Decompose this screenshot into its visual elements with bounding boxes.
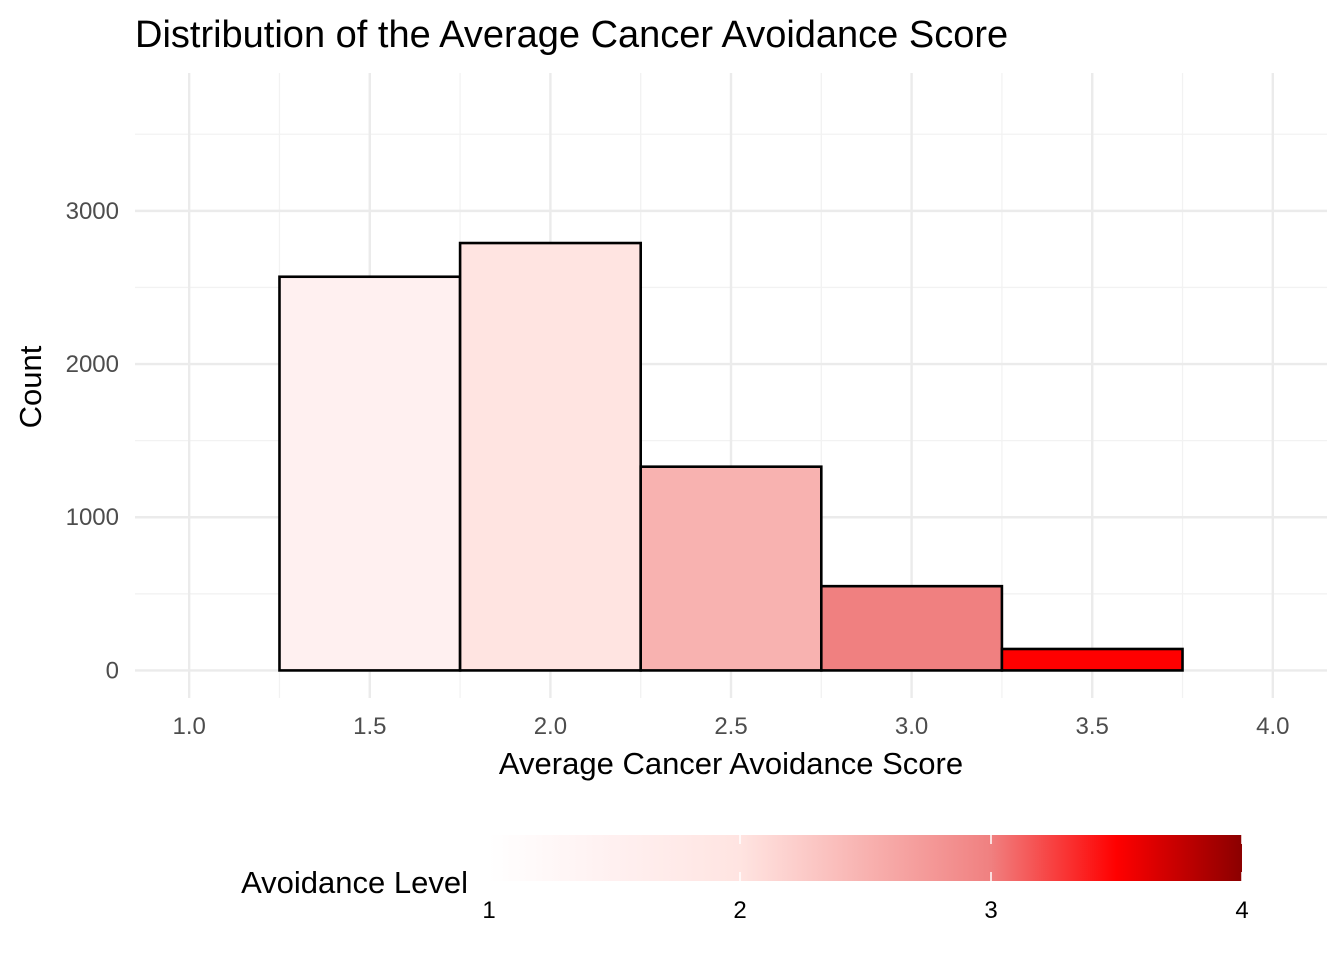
x-axis-ticks: 1.0 1.5 2.0 2.5 3.0 3.5 4.0 <box>172 713 1289 740</box>
legend-tick-label: 2 <box>733 897 746 924</box>
legend-tick-label: 1 <box>482 897 495 924</box>
y-tick-label: 1000 <box>66 504 119 531</box>
x-tick-label: 1.5 <box>353 713 386 740</box>
histogram-bar-3 <box>639 465 823 672</box>
legend-title: Avoidance Level <box>241 865 468 900</box>
histogram-bar-1 <box>278 275 462 672</box>
x-tick-label: 2.0 <box>534 713 567 740</box>
y-tick-label: 0 <box>106 657 119 684</box>
legend-tick-label: 3 <box>984 897 997 924</box>
legend-tick-label: 4 <box>1235 897 1248 924</box>
histogram-bar-2 <box>458 241 642 672</box>
color-legend: Avoidance Level 1 2 3 4 <box>241 835 1249 924</box>
y-tick-label: 2000 <box>66 351 119 378</box>
histogram-bar-5 <box>1000 647 1184 672</box>
chart-title: Distribution of the Average Cancer Avoid… <box>135 14 1008 56</box>
y-tick-label: 3000 <box>66 198 119 225</box>
histogram-bar-4 <box>820 584 1004 672</box>
y-axis-title: Count <box>13 345 48 428</box>
x-tick-label: 3.0 <box>895 713 928 740</box>
histogram-bars <box>278 241 1184 672</box>
x-tick-label: 3.5 <box>1076 713 1109 740</box>
x-tick-label: 4.0 <box>1256 713 1289 740</box>
legend-colorbar <box>489 835 1242 881</box>
y-axis-ticks: 0 1000 2000 3000 <box>66 198 119 685</box>
x-tick-label: 2.5 <box>714 713 747 740</box>
x-tick-label: 1.0 <box>172 713 205 740</box>
x-axis-title: Average Cancer Avoidance Score <box>499 746 963 781</box>
